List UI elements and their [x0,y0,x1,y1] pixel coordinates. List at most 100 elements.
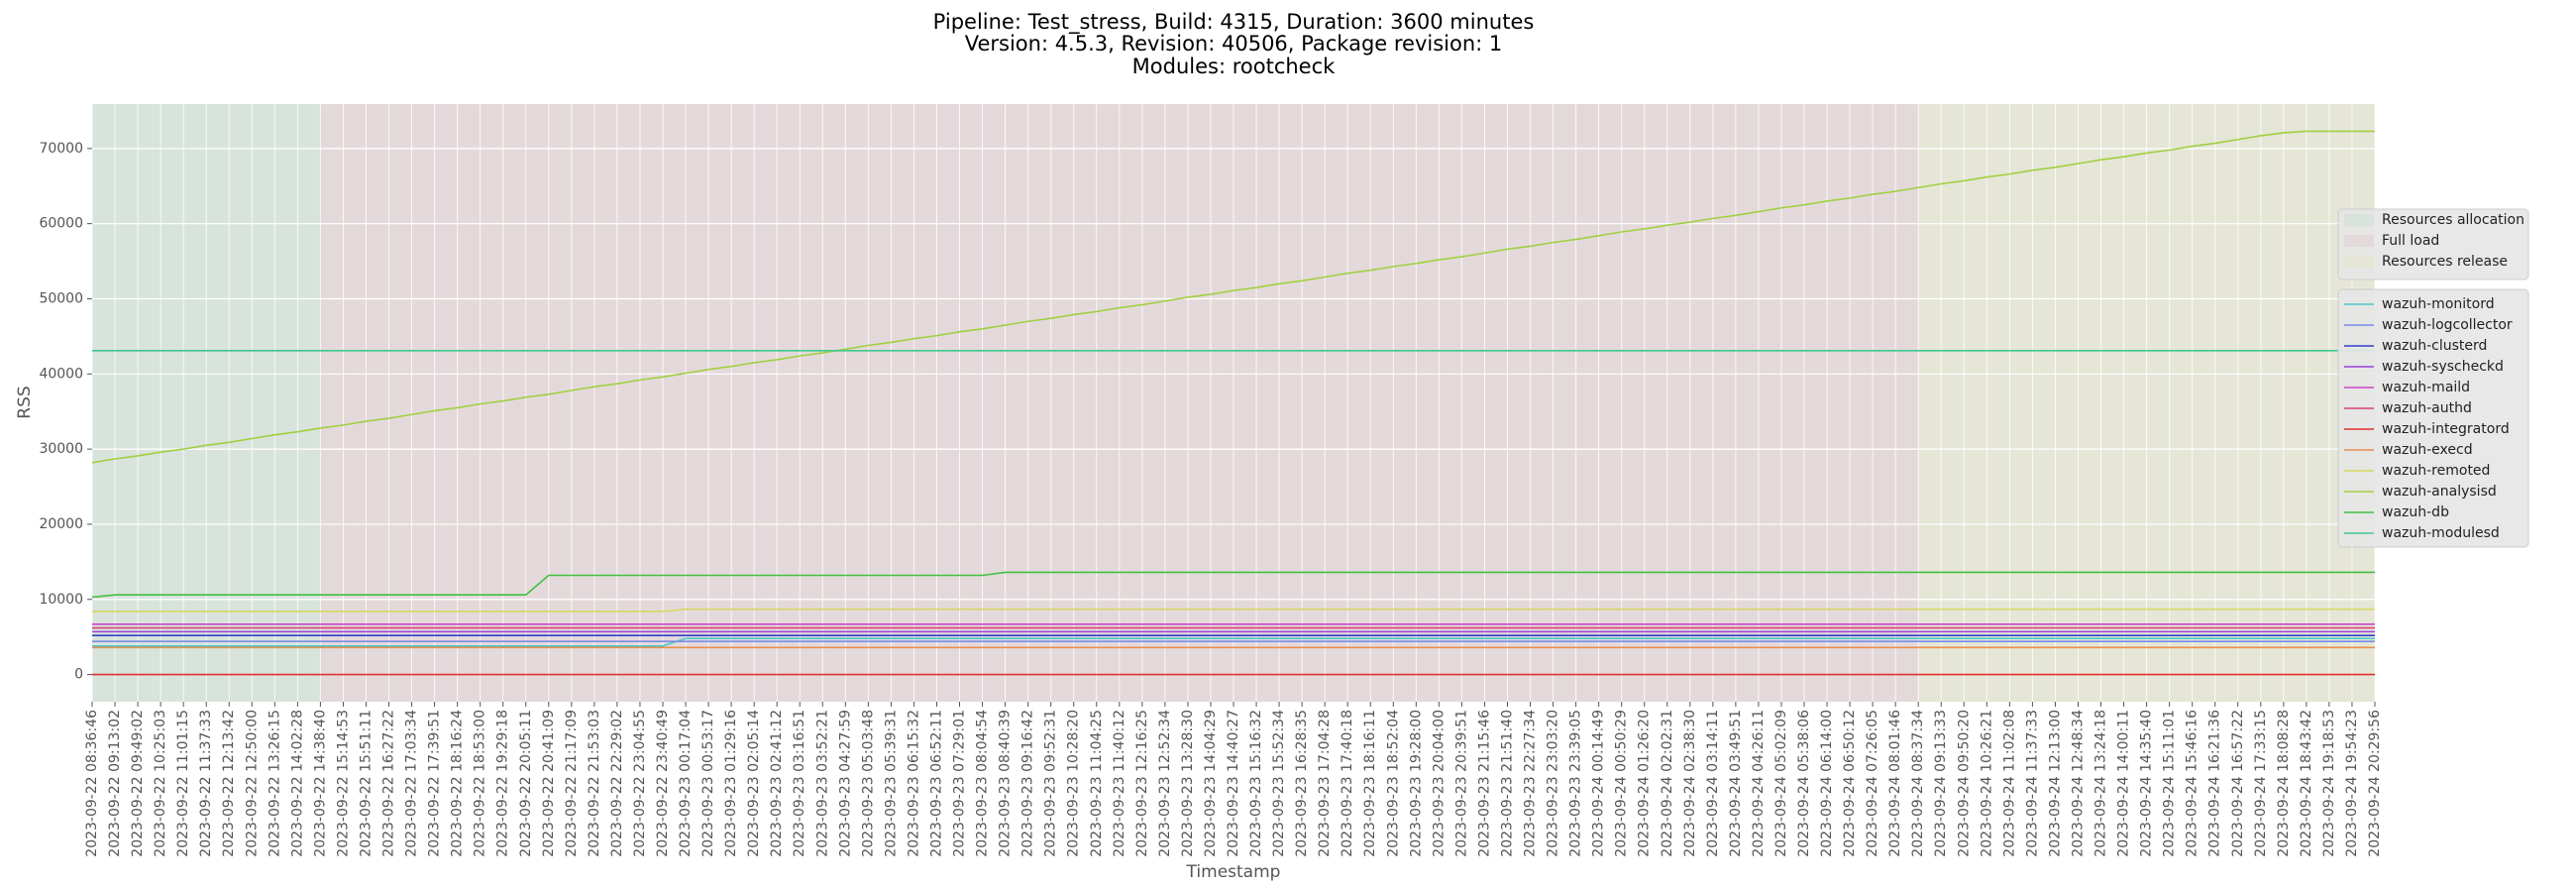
x-tick-label: 2023-09-24 07:26:05 [1865,710,1880,857]
x-tick-label: 2023-09-24 06:50:12 [1842,710,1858,857]
x-tick-label: 2023-09-23 09:16:42 [1020,710,1036,857]
x-tick-label: 2023-09-24 12:48:34 [2070,710,2086,857]
x-tick-label: 2023-09-24 03:14:11 [1705,710,1721,857]
x-tick-label: 2023-09-23 18:16:11 [1362,710,1378,857]
x-tick-label: 2023-09-23 20:04:00 [1431,710,1447,857]
x-tick-label: 2023-09-22 23:40:49 [655,710,671,857]
x-tick-label: 2023-09-24 18:43:42 [2299,710,2314,857]
series-line [91,130,2375,464]
x-tick-label: 2023-09-24 16:57:22 [2230,710,2246,857]
x-tick-label: 2023-09-24 16:21:36 [2207,710,2223,857]
y-tick-label: 30000 [39,441,83,457]
x-tick-label: 2023-09-23 21:51:40 [1499,710,1515,857]
x-axis-label: Timestamp [1186,862,1281,882]
legend-swatch [2344,256,2374,268]
legend-label: Full load [2382,233,2439,249]
x-tick-label: 2023-09-23 05:39:31 [883,710,899,857]
legend-label: wazuh-db [2382,504,2449,520]
x-tick-label: 2023-09-24 08:01:46 [1887,710,1903,857]
legend-swatch [2344,235,2374,247]
chart-title: Version: 4.5.3, Revision: 40506, Package… [965,32,1503,56]
x-tick-label: 2023-09-23 08:40:39 [998,710,1014,857]
x-tick-label: 2023-09-22 20:41:09 [541,710,557,857]
x-tick-label: 2023-09-23 12:52:34 [1157,710,1173,857]
x-tick-label: 2023-09-23 17:04:28 [1317,710,1333,857]
legend-label: wazuh-analysisd [2382,484,2497,500]
legend-label: wazuh-maild [2382,380,2470,395]
x-tick-label: 2023-09-22 14:02:28 [289,710,305,857]
y-tick-label: 20000 [39,516,83,532]
legend-label: wazuh-monitord [2382,296,2495,312]
chart-title: Modules: rootcheck [1132,55,1336,78]
legend-box [2337,288,2529,548]
x-tick-label: 2023-09-23 06:52:11 [928,710,944,857]
x-tick-label: 2023-09-24 19:54:23 [2344,710,2360,857]
x-tick-label: 2023-09-23 05:03:48 [860,710,876,857]
x-tick-label: 2023-09-22 23:04:55 [632,710,648,857]
x-tick-label: 2023-09-23 04:27:59 [837,710,853,857]
x-tick-label: 2023-09-22 19:29:18 [495,710,511,857]
legend-label: Resources allocation [2382,212,2524,228]
y-tick-label: 70000 [39,141,83,157]
x-tick-label: 2023-09-24 00:14:49 [1591,710,1607,857]
x-tick-label: 2023-09-24 14:00:11 [2116,710,2132,857]
x-tick-label: 2023-09-24 20:29:56 [2367,710,2383,857]
x-tick-label: 2023-09-24 01:26:20 [1637,710,1653,857]
x-tick-label: 2023-09-22 17:39:51 [427,710,443,857]
x-tick-label: 2023-09-23 03:16:51 [792,710,807,857]
series-line [92,608,2375,613]
x-tick-label: 2023-09-23 13:28:30 [1180,710,1196,857]
x-tick-label: 2023-09-23 15:16:32 [1248,710,1264,857]
x-tick-label: 2023-09-24 15:46:16 [2185,710,2200,857]
x-tick-label: 2023-09-24 11:37:33 [2024,710,2040,857]
x-tick-label: 2023-09-23 15:52:34 [1271,710,1287,857]
x-tick-label: 2023-09-23 18:52:04 [1385,710,1401,857]
chart-title: Pipeline: Test_stress, Build: 4315, Dura… [933,10,1535,35]
series-line [91,571,2375,599]
x-tick-label: 2023-09-24 14:35:40 [2139,710,2155,857]
x-tick-label: 2023-09-24 12:13:00 [2047,710,2063,857]
x-tick-label: 2023-09-24 11:02:08 [2001,710,2017,857]
x-tick-label: 2023-09-23 10:28:20 [1066,710,1082,857]
x-tick-label: 2023-09-22 21:53:03 [587,710,602,857]
x-tick-label: 2023-09-22 08:36:46 [84,710,100,857]
series-line [92,637,2375,647]
x-tick-label: 2023-09-24 08:37:34 [1910,710,1926,857]
x-tick-label: 2023-09-23 01:29:16 [723,710,739,857]
x-tick-label: 2023-09-22 21:17:09 [564,710,580,857]
x-tick-label: 2023-09-23 20:39:51 [1453,710,1469,857]
legend-label: wazuh-syscheckd [2382,359,2504,375]
x-tick-label: 2023-09-22 11:01:15 [175,710,191,857]
legend-label: wazuh-authd [2382,400,2472,416]
y-tick-label: 50000 [39,290,83,306]
x-tick-label: 2023-09-24 00:50:29 [1614,710,1630,857]
x-tick-label: 2023-09-23 11:04:25 [1089,710,1105,857]
x-tick-label: 2023-09-23 03:52:21 [814,710,830,857]
x-tick-label: 2023-09-24 05:02:09 [1773,710,1789,857]
x-tick-label: 2023-09-22 18:16:24 [450,710,466,857]
x-tick-label: 2023-09-24 18:08:28 [2276,710,2292,857]
x-tick-label: 2023-09-24 15:11:01 [2162,710,2178,857]
legend-label: wazuh-remoted [2382,463,2490,479]
y-tick-label: 0 [74,667,83,683]
legend-label: wazuh-execd [2382,442,2473,458]
x-tick-label: 2023-09-23 09:52:31 [1043,710,1059,857]
x-tick-label: 2023-09-24 19:18:53 [2321,710,2337,857]
x-tick-label: 2023-09-22 12:13:42 [221,710,237,857]
x-tick-label: 2023-09-22 11:37:33 [198,710,214,857]
x-tick-label: 2023-09-24 06:14:00 [1819,710,1835,857]
x-tick-label: 2023-09-23 22:27:34 [1523,710,1539,857]
x-tick-label: 2023-09-24 03:49:51 [1728,710,1744,857]
x-tick-label: 2023-09-23 07:29:01 [952,710,968,857]
x-tick-label: 2023-09-22 12:50:00 [244,710,260,857]
x-tick-label: 2023-09-23 02:41:12 [769,710,785,857]
x-tick-label: 2023-09-24 09:13:33 [1933,710,1949,857]
x-tick-label: 2023-09-22 20:05:11 [518,710,534,857]
legend-label: wazuh-integratord [2382,421,2510,437]
x-tick-label: 2023-09-23 19:28:00 [1408,710,1424,857]
x-tick-label: 2023-09-24 02:38:30 [1682,710,1698,857]
legend-box [2337,208,2529,280]
x-tick-label: 2023-09-22 18:53:00 [473,710,488,857]
x-tick-label: 2023-09-22 16:27:22 [381,710,397,857]
